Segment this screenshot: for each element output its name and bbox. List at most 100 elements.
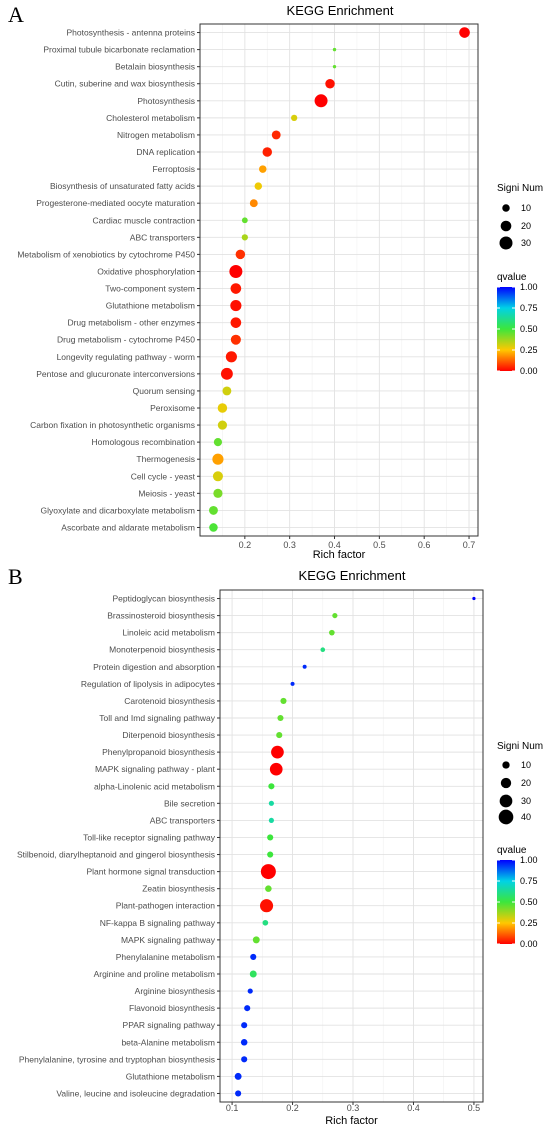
category-label: Cardiac muscle contraction xyxy=(92,215,195,225)
category-label: Ferroptosis xyxy=(152,164,195,174)
size-legend-dot xyxy=(500,777,512,789)
plot-area xyxy=(199,23,479,537)
panel-a: A KEGG Enrichment 0.2 0.3 0.4 0.5 0.6 0.7 Photos… xyxy=(8,2,543,561)
data-point xyxy=(271,130,281,140)
category-label: Betalain biosynthesis xyxy=(115,62,195,72)
color-legend-label: 1.00 xyxy=(520,855,538,865)
category-label: Glyoxylate and dicarboxylate metabolism xyxy=(41,505,196,515)
data-point xyxy=(277,714,284,722)
data-point xyxy=(332,64,337,69)
plot-border xyxy=(219,589,484,1103)
data-point xyxy=(260,899,274,913)
category-label: MAPK signaling pathway - plant xyxy=(95,764,216,774)
category-label: Cutin, suberine and wax biosynthesis xyxy=(55,79,195,89)
size-legend-label: 10 xyxy=(521,760,531,770)
data-point xyxy=(280,697,287,704)
data-point xyxy=(244,1005,251,1012)
data-point xyxy=(241,1056,248,1063)
category-label: MAPK signaling pathway xyxy=(121,935,216,945)
color-legend-label: 1.00 xyxy=(520,282,538,292)
category-label: Brassinosteroid biosynthesis xyxy=(107,611,215,621)
chart-title: KEGG Enrichment xyxy=(287,3,394,18)
size-legend-dot xyxy=(498,809,514,825)
category-label: Peptidoglycan biosynthesis xyxy=(112,594,215,604)
color-legend-title: qvalue xyxy=(497,272,527,283)
data-point xyxy=(262,919,269,926)
size-legend-label: 20 xyxy=(521,778,531,788)
data-point xyxy=(314,94,328,108)
panel-b: B KEGG Enrichment 0.1 0.2 0.3 0.4 0.5 Peptidogl… xyxy=(8,564,543,1127)
color-legend-label: 0.00 xyxy=(520,366,538,376)
category-label: PPAR signaling pathway xyxy=(123,1020,216,1030)
size-legend-dot xyxy=(502,204,510,212)
x-tick-label: 0.2 xyxy=(286,1103,299,1113)
color-legend-label: 0.25 xyxy=(520,918,538,928)
category-label: Zeatin biosynthesis xyxy=(142,884,215,894)
x-tick-label: 0.2 xyxy=(239,540,252,550)
data-point xyxy=(230,334,241,345)
category-label: Bile secretion xyxy=(164,798,215,808)
data-point xyxy=(241,1022,248,1029)
category-label: Regulation of lipolysis in adipocytes xyxy=(81,679,215,689)
category-label: Meiosis - yeast xyxy=(138,488,195,498)
x-tick-label: 0.5 xyxy=(373,540,386,550)
data-point xyxy=(241,217,248,224)
category-label: DNA replication xyxy=(136,147,195,157)
size-legend-title: Signi Num xyxy=(497,183,543,194)
data-point xyxy=(267,834,274,841)
size-legend-dot xyxy=(499,236,513,250)
size-legend-label: 30 xyxy=(521,796,531,806)
category-label: Cholesterol metabolism xyxy=(106,113,195,123)
x-axis-title: Rich factor xyxy=(325,1115,378,1127)
data-point xyxy=(332,47,337,52)
category-label: Carotenoid biosynthesis xyxy=(124,696,215,706)
data-point xyxy=(260,864,276,880)
panel-label: A xyxy=(8,2,24,27)
color-legend-label: 0.75 xyxy=(520,303,538,313)
category-label: Drug metabolism - cytochrome P450 xyxy=(57,335,195,345)
category-label: Peroxisome xyxy=(150,403,195,413)
data-point xyxy=(241,234,248,241)
panel-label: B xyxy=(8,564,23,589)
category-label: Cell cycle - yeast xyxy=(131,471,196,481)
data-point xyxy=(217,420,228,430)
category-label: Thermogenesis xyxy=(136,454,195,464)
data-point xyxy=(250,953,257,960)
category-label: Glutathione metabolism xyxy=(106,301,195,311)
x-tick-label: 0.5 xyxy=(468,1103,481,1113)
data-point xyxy=(271,745,284,759)
category-label: Oxidative phosphorylation xyxy=(97,266,195,276)
category-label: ABC transporters xyxy=(150,815,215,825)
category-label: Monoterpenoid biosynthesis xyxy=(109,645,215,655)
category-label: Toll and Imd signaling pathway xyxy=(99,713,216,723)
color-legend-label: 0.25 xyxy=(520,345,538,355)
category-label: Diterpenoid biosynthesis xyxy=(122,730,215,740)
size-legend-label: 30 xyxy=(521,238,531,248)
data-point xyxy=(320,647,326,653)
category-label: Plant-pathogen interaction xyxy=(116,901,216,911)
data-point xyxy=(269,762,283,776)
category-label: Proximal tubule bicarbonate reclamation xyxy=(43,45,195,55)
data-point xyxy=(230,317,242,328)
category-label: Drug metabolism - other enzymes xyxy=(67,318,195,328)
category-label: Quorum sensing xyxy=(133,386,196,396)
color-legend-label: 0.50 xyxy=(520,324,538,334)
color-legend-label: 0.50 xyxy=(520,897,538,907)
category-label: alpha-Linolenic acid metabolism xyxy=(94,781,215,791)
x-axis-title: Rich factor xyxy=(313,549,366,561)
category-label: ABC transporters xyxy=(130,232,195,242)
data-point xyxy=(212,471,223,482)
category-label: Arginine and proline metabolism xyxy=(94,969,215,979)
category-label: Biosynthesis of unsaturated fatty acids xyxy=(50,181,195,191)
category-label: Pentose and glucuronate interconversions xyxy=(36,369,195,379)
size-legend-label: 10 xyxy=(521,203,531,213)
data-point xyxy=(212,453,224,465)
color-legend-label: 0.75 xyxy=(520,876,538,886)
category-label: Nitrogen metabolism xyxy=(117,130,195,140)
category-label: Arginine biosynthesis xyxy=(135,986,215,996)
data-point xyxy=(302,664,307,669)
data-point xyxy=(225,351,237,363)
data-point xyxy=(222,386,232,396)
data-point xyxy=(267,851,274,858)
